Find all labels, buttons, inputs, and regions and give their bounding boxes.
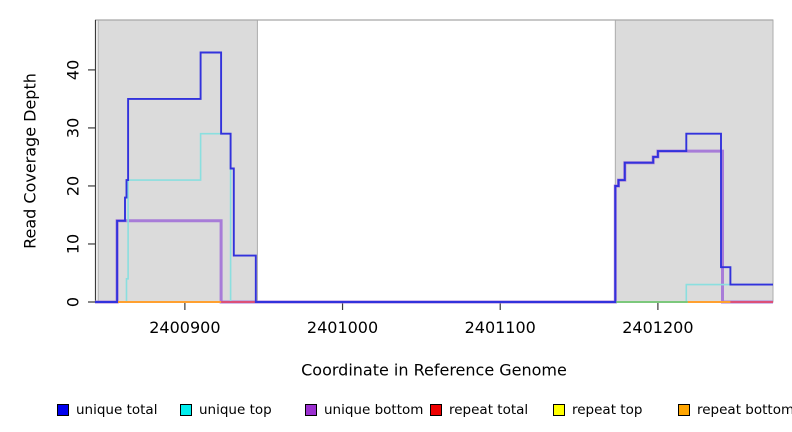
y-tick-label: 20 (64, 176, 83, 196)
legend-swatch-unique-bottom (305, 404, 317, 416)
legend-swatch-unique-top (180, 404, 192, 416)
series-unique-total (95, 51, 773, 303)
legend-item-repeat-bottom: repeat bottom (678, 402, 792, 418)
series-unique-top (125, 132, 773, 303)
legend-swatch-repeat-total (430, 404, 442, 416)
y-tick-label: 0 (64, 297, 83, 307)
legend-item-repeat-top: repeat top (553, 402, 642, 418)
shaded-region (97, 19, 258, 303)
legend-label-repeat-bottom: repeat bottom (697, 402, 792, 418)
legend-label-unique-top: unique top (199, 402, 272, 418)
legend-label-unique-total: unique total (76, 402, 158, 418)
legend-item-unique-total: unique total (57, 402, 157, 418)
x-tick-label: 2401100 (465, 318, 536, 337)
y-tick-label: 40 (64, 60, 83, 80)
legend-item-repeat-total: repeat total (430, 402, 528, 418)
legend-label-repeat-total: repeat total (449, 402, 529, 418)
legend-swatch-repeat-top (553, 404, 565, 416)
x-axis-title: Coordinate in Reference Genome (301, 360, 567, 380)
legend-label-repeat-top: repeat top (572, 402, 643, 418)
shaded-region (614, 19, 774, 303)
legend-item-unique-bottom: unique bottom (305, 402, 423, 418)
y-axis-title: Read Coverage Depth (20, 73, 40, 249)
legend-label-unique-bottom: unique bottom (324, 402, 424, 418)
y-tick-label: 30 (64, 118, 83, 138)
y-tick-label: 10 (64, 234, 83, 254)
x-tick-label: 2400900 (149, 318, 220, 337)
coverage-chart: 0 10 20 30 40 2400900 2401000 2401100 2401200 (64, 19, 774, 337)
legend-swatch-repeat-bottom (678, 404, 690, 416)
legend-swatch-unique-total (57, 404, 69, 416)
x-tick-label: 2401000 (307, 318, 378, 337)
x-tick-label: 2401200 (622, 318, 693, 337)
legend-item-unique-top: unique top (180, 402, 272, 418)
